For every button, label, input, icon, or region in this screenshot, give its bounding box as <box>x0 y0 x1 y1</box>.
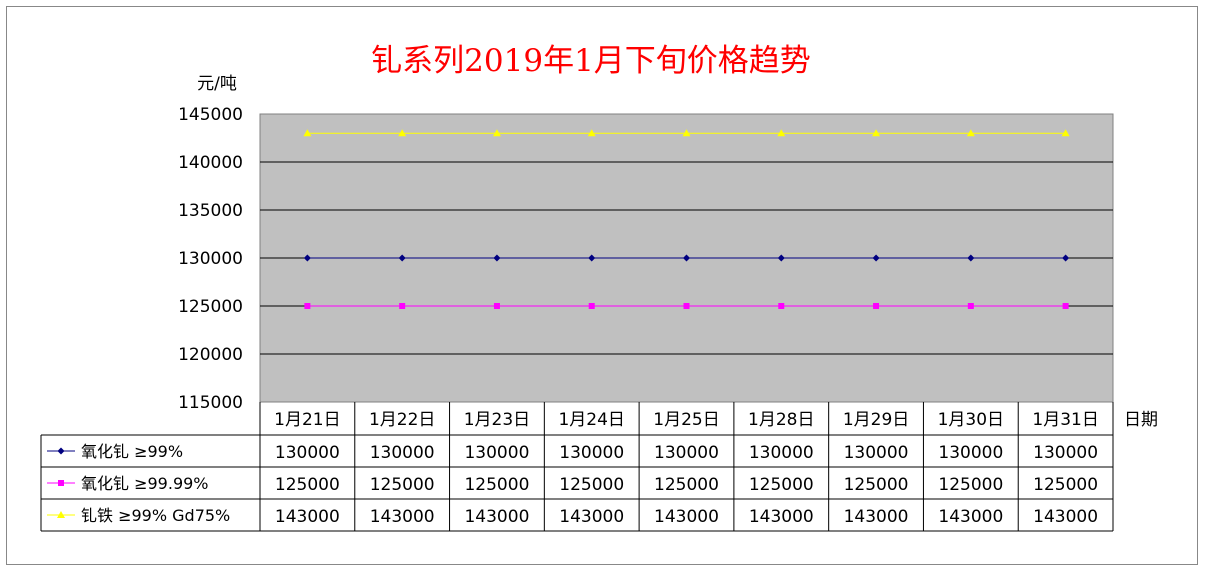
data-label: 130000 <box>654 443 719 463</box>
data-point <box>1062 303 1069 309</box>
y-tick-label: 115000 <box>178 393 243 413</box>
data-label: 125000 <box>559 475 624 495</box>
y-tick-label: 145000 <box>178 105 243 125</box>
data-point <box>399 303 406 309</box>
data-point <box>873 303 880 309</box>
y-tick-label: 140000 <box>178 153 243 173</box>
data-label: 143000 <box>749 507 814 527</box>
data-point <box>398 254 406 262</box>
legend-entry: 氧化钆 ≥99% <box>81 442 183 461</box>
data-point <box>683 254 690 262</box>
data-point <box>303 254 311 262</box>
x-axis-label: 日期 <box>1124 410 1158 430</box>
legend-key-marker <box>58 480 64 486</box>
data-label: 125000 <box>654 475 719 495</box>
data-label: 130000 <box>844 443 909 463</box>
price-trend-chart: 钆系列2019年1月下旬价格趋势 元/吨 日期 145000 140000 1350… <box>40 43 1158 532</box>
y-tick-label: 120000 <box>178 345 243 365</box>
y-tick-label: 130000 <box>178 249 243 269</box>
data-point <box>967 254 975 262</box>
data-label: 130000 <box>749 443 814 463</box>
x-tick-label: 1月30日 <box>938 410 1004 430</box>
data-point <box>777 254 785 262</box>
x-tick-label: 1月22日 <box>369 410 435 430</box>
data-point <box>398 129 407 137</box>
plot-area: 145000 140000 135000 130000 125000 120000 1150… <box>178 105 1114 413</box>
data-point <box>1061 129 1070 137</box>
data-point <box>493 303 500 309</box>
legend-key-marker <box>57 447 65 455</box>
data-label: 143000 <box>464 507 529 527</box>
x-tick-label: 1月24日 <box>558 410 624 430</box>
y-tick-label: 135000 <box>178 201 243 221</box>
data-point <box>682 129 691 137</box>
data-point <box>683 303 690 309</box>
data-point <box>303 129 312 137</box>
x-tick-label: 1月28日 <box>748 410 814 430</box>
x-tick-label: 1月21日 <box>274 410 340 430</box>
x-tick-label: 1月25日 <box>653 410 719 430</box>
y-tick-label: 125000 <box>178 297 243 317</box>
data-label: 143000 <box>938 507 1003 527</box>
data-point <box>588 303 595 309</box>
legend-key-marker <box>57 511 65 518</box>
data-label: 130000 <box>370 443 435 463</box>
data-label: 125000 <box>844 475 909 495</box>
data-point <box>492 129 501 137</box>
data-label: 143000 <box>844 507 909 527</box>
data-point <box>587 129 596 137</box>
data-label: 125000 <box>464 475 529 495</box>
data-label: 130000 <box>464 443 529 463</box>
chart-frame: 钆系列2019年1月下旬价格趋势 元/吨 日期 145000 140000 1350… <box>6 6 1198 565</box>
data-table: 1月21日 1月22日 1月23日 1月24日 1月25日 1月28日 1月29日 1月30日… <box>40 402 1114 532</box>
data-label: 143000 <box>275 507 340 527</box>
legend-entry: 钆铁 ≥99% Gd75% <box>81 506 230 525</box>
data-label: 143000 <box>1033 507 1098 527</box>
data-point <box>304 303 311 309</box>
data-label: 130000 <box>938 443 1003 463</box>
data-label: 143000 <box>654 507 719 527</box>
data-label: 130000 <box>275 443 340 463</box>
x-tick-label: 1月23日 <box>464 410 530 430</box>
data-label: 125000 <box>370 475 435 495</box>
y-axis-label: 元/吨 <box>197 74 237 94</box>
x-tick-label: 1月29日 <box>843 410 909 430</box>
data-label: 125000 <box>938 475 1003 495</box>
data-point <box>967 303 974 309</box>
data-label: 130000 <box>1033 443 1098 463</box>
data-label: 125000 <box>1033 475 1098 495</box>
data-point <box>872 129 881 137</box>
data-point <box>588 254 596 262</box>
data-point <box>778 303 785 309</box>
data-point <box>493 254 501 262</box>
data-point <box>966 129 975 137</box>
data-point <box>777 129 786 137</box>
data-label: 130000 <box>559 443 624 463</box>
data-point <box>872 254 880 262</box>
data-label: 125000 <box>275 475 340 495</box>
x-tick-label: 1月31日 <box>1032 410 1098 430</box>
data-label: 143000 <box>370 507 435 527</box>
data-label: 125000 <box>749 475 814 495</box>
chart-title: 钆系列2019年1月下旬价格趋势 <box>371 43 811 79</box>
data-label: 143000 <box>559 507 624 527</box>
legend-entry: 氧化钆 ≥99.99% <box>81 474 209 493</box>
data-point <box>1062 254 1070 262</box>
